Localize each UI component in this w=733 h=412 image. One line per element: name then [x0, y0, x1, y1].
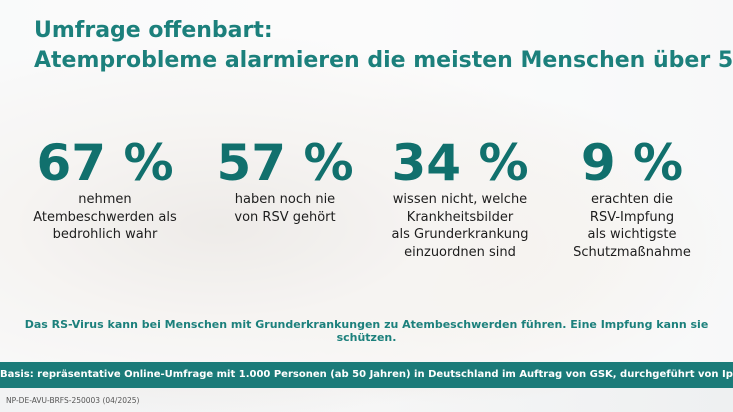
- stat-text: von RSV gehört: [234, 209, 336, 225]
- stat: 57 % haben noch nie von RSV gehört: [195, 135, 375, 226]
- stat: 9 % erachten die RSV-Impfung als wichtigste…: [542, 135, 722, 261]
- title: Umfrage offenbart:: [34, 18, 273, 43]
- stat-text: einzuordnen sind: [404, 244, 516, 260]
- stat-text: Krankheitsbilder: [406, 209, 514, 225]
- basis: Basis: repräsentative Online-Umfrage mit…: [0, 362, 733, 388]
- stat: 34 % wissen nicht, welche Krankheitsbilder…: [370, 135, 550, 261]
- stat-text: als Grunderkrankung: [391, 227, 529, 242]
- stat-value: 67 %: [36, 134, 174, 192]
- stat-text: erachten die: [590, 192, 674, 207]
- background-wash: [0, 0, 733, 362]
- stat-text: Atembeschwerden als: [33, 209, 177, 225]
- stat-text: RSV-Impfung: [589, 209, 675, 225]
- stat-text: wissen nicht, welche: [392, 192, 528, 207]
- stat-value: 34 %: [391, 134, 529, 192]
- stat-text: als wichtigste: [587, 227, 677, 242]
- stat-text: bedrohlich wahr: [52, 227, 158, 242]
- subtitle: Atemprobleme alarmieren die meisten Mens…: [34, 48, 733, 73]
- note: Das RS-Virus kann bei Menschen mit Grund…: [24, 318, 709, 344]
- stat-text: nehmen: [78, 192, 132, 207]
- stat-text: haben noch nie: [234, 192, 336, 207]
- code: NP-DE-AVU-BRFS-250003 (04/2025): [6, 396, 140, 405]
- stat: 67 % nehmen Atembeschwerden als bedrohlich …: [15, 135, 195, 244]
- stat-text: Schutzmaßnahme: [573, 244, 691, 260]
- stat-value: 57 %: [216, 134, 354, 192]
- stat-value: 9 %: [580, 134, 684, 192]
